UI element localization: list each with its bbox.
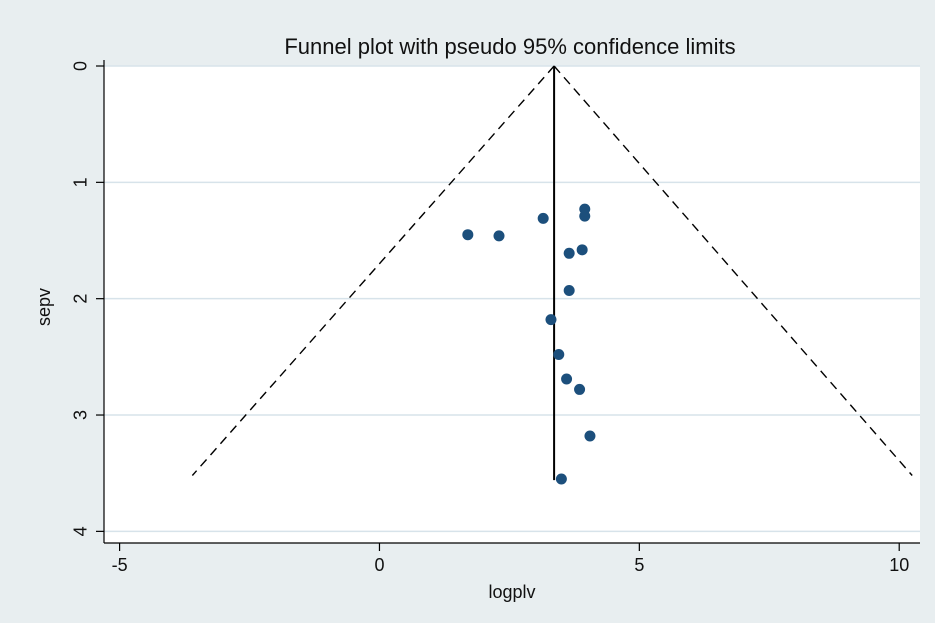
x-tick-label: 5 [634,555,644,575]
gridlines [104,65,920,533]
y-tick-label: 0 [70,61,90,71]
x-tick-label: 0 [374,555,384,575]
data-point [545,314,557,326]
data-point [553,349,565,361]
data-point [462,229,474,241]
data-point [579,210,591,222]
data-point [584,430,596,442]
data-point [563,247,575,259]
y-tick-label: 1 [70,177,90,187]
upper-confidence-limit [553,65,913,476]
data-point [537,212,549,224]
y-tick-label: 4 [70,526,90,536]
x-axis-label: logplv [488,582,535,602]
chart-title: Funnel plot with pseudo 95% confidence l… [284,34,735,59]
data-point [561,373,573,385]
confidence-limit-lines [191,65,913,481]
x-tick-label: 10 [889,555,909,575]
data-point [555,473,567,485]
data-point [576,244,588,256]
lower-confidence-limit [191,65,555,476]
axes: 0 1 2 3 4 -5 0 5 10 [70,60,920,575]
data-point [493,230,505,242]
plot-area [104,66,920,543]
y-axis-label: sepv [34,288,54,326]
data-points [462,203,596,485]
y-tick-label: 3 [70,410,90,420]
data-point [563,285,575,297]
x-tick-label: -5 [112,555,128,575]
y-tick-label: 2 [70,294,90,304]
data-point [574,383,586,395]
